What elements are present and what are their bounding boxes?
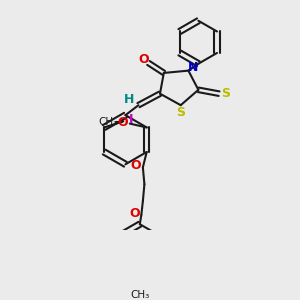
Text: I: I xyxy=(129,113,133,126)
Text: O: O xyxy=(139,53,149,66)
Text: O: O xyxy=(118,116,128,129)
Text: S: S xyxy=(176,106,185,119)
Text: CH₃: CH₃ xyxy=(99,117,118,127)
Text: S: S xyxy=(221,87,230,100)
Text: N: N xyxy=(188,61,198,74)
Text: O: O xyxy=(130,159,141,172)
Text: H: H xyxy=(124,92,134,106)
Text: CH₃: CH₃ xyxy=(130,290,149,300)
Text: O: O xyxy=(129,207,140,220)
